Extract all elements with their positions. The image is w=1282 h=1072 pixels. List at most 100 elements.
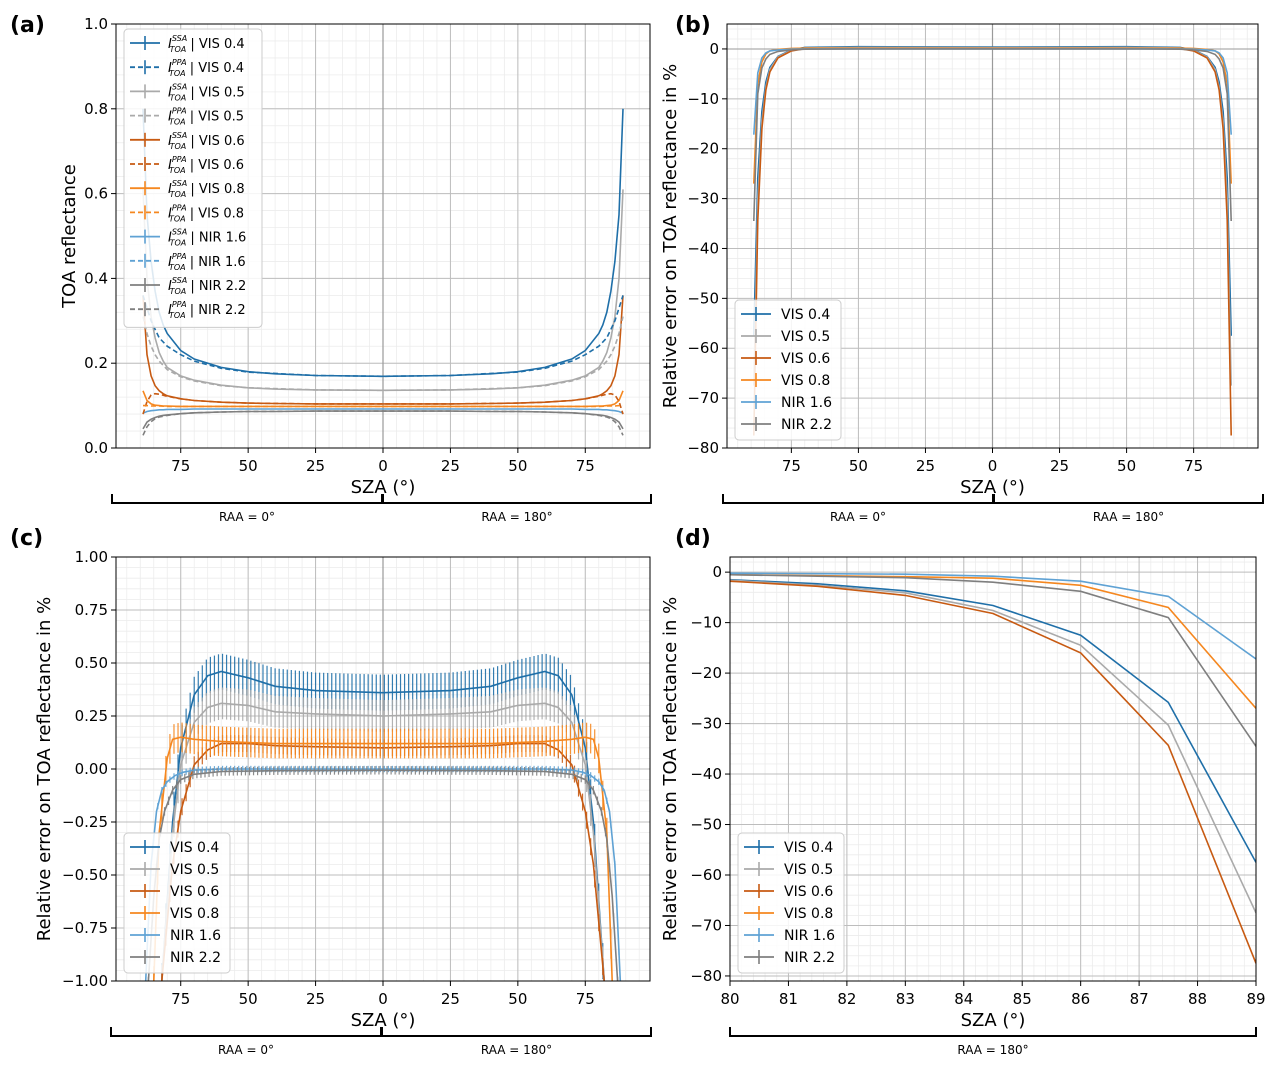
legend-item: ISSA TOA | VIS 0.5 (130, 82, 245, 102)
legend-label-band: | VIS 0.6 (186, 134, 244, 149)
y-tick-label: −70 (687, 389, 719, 407)
legend-label: IPPA TOA | VIS 0.6 (168, 155, 244, 175)
panel-label: (c) (10, 526, 43, 551)
legend-item: ISSA TOA | VIS 0.6 (130, 131, 245, 151)
legend-label: VIS 0.4 (781, 307, 830, 323)
legend-label-band: | NIR 2.2 (186, 303, 246, 318)
series-line-vis-0-8-ppa (143, 404, 623, 408)
panel-label: (d) (675, 526, 711, 551)
x-tick-label: 50 (508, 457, 527, 475)
legend-item: IPPA TOA | VIS 0.8 (130, 203, 244, 223)
legend-label-super: PPA (172, 155, 186, 164)
x-tick-label: 88 (1188, 990, 1207, 1008)
series-line-vis-0-4 (161, 670, 605, 981)
x-tick-label: 0 (378, 457, 388, 475)
legend-label: VIS 0.4 (170, 840, 219, 856)
legend-label: VIS 0.8 (784, 906, 833, 922)
legend-label-band: | NIR 1.6 (186, 231, 246, 246)
legend-label: ISSA TOA | VIS 0.6 (168, 131, 245, 151)
legend-label: VIS 0.6 (170, 884, 219, 900)
y-tick-label: −10 (690, 614, 722, 632)
x-tick-label: 0 (378, 990, 388, 1008)
series-line-vis-0-5 (730, 579, 1256, 914)
legend-label: VIS 0.6 (784, 884, 833, 900)
x-axis-label: SZA (°) (960, 477, 1025, 498)
y-tick-label: 0.25 (75, 707, 108, 725)
legend-label-band: | VIS 0.5 (186, 85, 244, 100)
legend-label: ISSA TOA | VIS 0.4 (168, 34, 245, 54)
series-line-nir-1-6 (142, 408, 624, 414)
x-tick-label: 87 (1130, 990, 1149, 1008)
legend-item: VIS 0.4 (741, 307, 830, 323)
series-line-vis-0-6 (730, 580, 1256, 964)
legend-label: VIS 0.5 (784, 862, 833, 878)
y-tick-label: 0 (709, 40, 719, 58)
legend-label-sub: TOA (169, 311, 186, 320)
legend-item: VIS 0.5 (741, 329, 830, 345)
y-tick-label: −40 (687, 239, 719, 257)
raa-bracket (381, 1027, 652, 1037)
x-tick-label: 25 (916, 457, 935, 475)
legend-label-band: | VIS 0.4 (186, 61, 244, 76)
panel-a: (a) 75 50 25 0 25 50 75 0.0 0.2 0.4 0.6 0.8 1.0 SZA (°… (10, 13, 652, 524)
y-axis-label: Relative error on TOA reflectance in % (660, 64, 681, 408)
legend-label: VIS 0.6 (781, 351, 830, 367)
series-group (730, 572, 1256, 964)
legend-label-sub: TOA (170, 142, 187, 151)
y-axis-label: Relative error on TOA reflectance in % (660, 597, 681, 941)
x-tick-label: 89 (1246, 990, 1265, 1008)
x-tick-label: 86 (1071, 990, 1090, 1008)
legend-label: NIR 2.2 (781, 417, 832, 433)
raa-bracket (729, 1027, 1257, 1037)
legend: VIS 0.4 VIS 0.5 VIS 0.6 VIS 0.8 NIR 1.6 NIR 2… (737, 832, 845, 974)
legend-label: NIR 2.2 (784, 950, 835, 966)
y-tick-label: 0 (712, 563, 722, 581)
legend-item: VIS 0.4 (130, 840, 219, 856)
y-tick-label: −30 (687, 190, 719, 208)
x-tick-label: 25 (441, 457, 460, 475)
x-tick-label: 75 (576, 990, 595, 1008)
legend-label-band: | NIR 2.2 (186, 279, 246, 294)
x-tick-label: 25 (1050, 457, 1069, 475)
legend-item: VIS 0.5 (744, 862, 833, 878)
legend-box (123, 28, 263, 328)
y-tick-label: −1.00 (62, 972, 108, 990)
legend-item: NIR 2.2 (130, 950, 221, 966)
series-line-nir-2-2-ppa (142, 410, 624, 436)
legend-label-super: SSA (172, 276, 187, 285)
legend-label: VIS 0.5 (781, 329, 830, 345)
legend-label-sub: TOA (169, 214, 186, 223)
legend-label-sub: TOA (169, 263, 186, 272)
raa-label: RAA = 0° (830, 510, 886, 524)
legend-label: ISSA TOA | VIS 0.5 (168, 82, 245, 102)
x-tick-label: 50 (849, 457, 868, 475)
legend-label-sub: TOA (169, 69, 186, 78)
x-tick-label: 50 (1117, 457, 1136, 475)
legend-item: VIS 0.6 (130, 884, 219, 900)
x-tick-label: 75 (171, 990, 190, 1008)
legend-label-super: SSA (172, 131, 187, 140)
legend-label-band: | VIS 0.4 (186, 37, 244, 52)
legend-item: VIS 0.8 (130, 906, 219, 922)
legend-item: VIS 0.5 (130, 862, 219, 878)
legend-label: NIR 2.2 (170, 950, 221, 966)
y-tick-label: 0.75 (75, 601, 108, 619)
x-tick-label: 75 (1184, 457, 1203, 475)
legend-label-super: PPA (172, 107, 186, 116)
legend-label-band: | VIS 0.6 (186, 158, 244, 173)
legend-label-band: | NIR 1.6 (186, 255, 246, 270)
x-tick-label: 25 (306, 457, 325, 475)
legend-label: VIS 0.5 (170, 862, 219, 878)
legend-box (734, 299, 842, 441)
series-group (144, 653, 622, 981)
y-tick-label: −30 (690, 715, 722, 733)
legend-item: IPPA TOA | VIS 0.6 (130, 155, 244, 175)
legend-item: VIS 0.6 (741, 351, 830, 367)
y-tick-label: −60 (690, 866, 722, 884)
x-tick-label: 82 (837, 990, 856, 1008)
y-tick-label: 0.8 (84, 100, 108, 118)
y-tick-label: 0.6 (84, 185, 108, 203)
y-axis-label: TOA reflectance (59, 164, 80, 309)
legend-item: NIR 2.2 (744, 950, 835, 966)
y-tick-label: −80 (690, 967, 722, 985)
